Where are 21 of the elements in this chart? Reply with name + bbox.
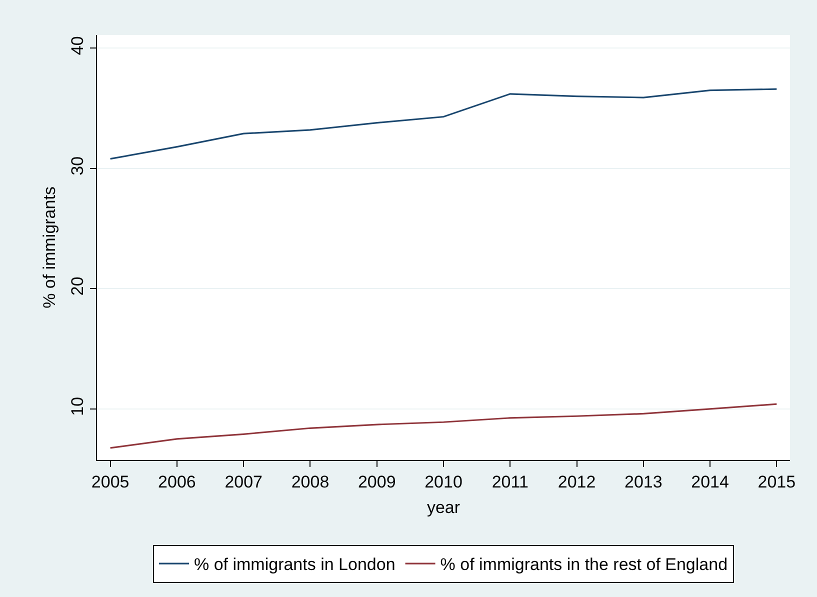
y-axis-title: % of immigrants xyxy=(40,186,59,308)
x-axis-title: year xyxy=(426,498,460,517)
y-tick-label: 20 xyxy=(68,276,88,296)
y-tick-label: 30 xyxy=(68,156,88,176)
x-tick-label: 2005 xyxy=(91,472,130,492)
x-tick-label: 2015 xyxy=(758,472,796,492)
line-series xyxy=(110,403,778,449)
x-tick-label: 2014 xyxy=(691,472,729,492)
line-series xyxy=(110,88,778,160)
x-tick-label: 2009 xyxy=(358,472,396,492)
x-tick-label: 2006 xyxy=(158,472,196,492)
x-tick-label: 2012 xyxy=(558,472,596,492)
y-tick-label: 40 xyxy=(68,36,88,56)
x-tick-label: 2008 xyxy=(291,472,330,492)
x-tick-label: 2013 xyxy=(624,472,662,492)
x-tick-label: 2011 xyxy=(492,472,528,492)
x-tick-label: 2007 xyxy=(224,472,263,492)
legend-label: % of immigrants in London xyxy=(194,555,396,574)
legend-label: % of immigrants in the rest of England xyxy=(440,555,728,574)
x-tick-label: 2010 xyxy=(424,472,462,492)
y-tick-label: 10 xyxy=(68,396,88,416)
